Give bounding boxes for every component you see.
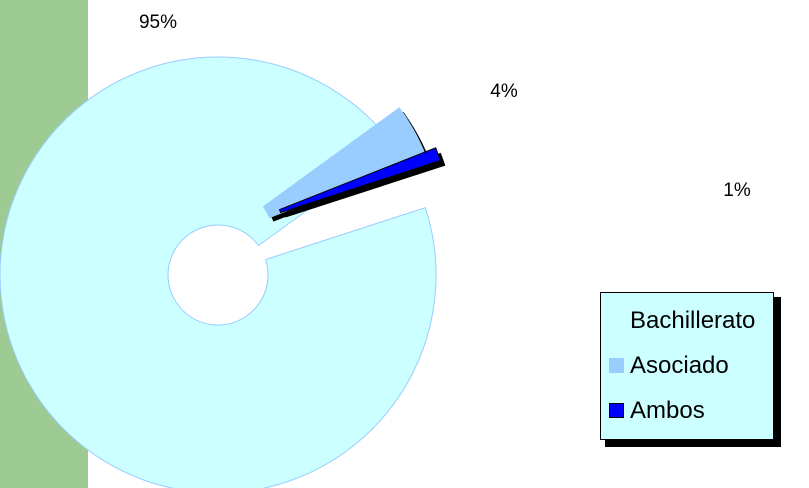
legend-item-ambos: Ambos bbox=[609, 397, 773, 425]
slices-layer bbox=[0, 56, 446, 488]
labels-layer: 95% 4% 1% bbox=[139, 12, 751, 201]
legend-swatch-ambos bbox=[609, 403, 624, 419]
slice-ambos bbox=[278, 147, 441, 214]
legend: Bachillerato Asociado Ambos bbox=[600, 292, 774, 440]
legend-item-bachillerato: Bachillerato bbox=[609, 307, 773, 335]
slice-bachillerato bbox=[0, 56, 437, 488]
legend-swatch-bachillerato bbox=[609, 313, 624, 329]
legend-label-ambos: Ambos bbox=[630, 396, 705, 424]
data-label-ambos: 1% bbox=[723, 180, 751, 201]
legend-item-asociado: Asociado bbox=[609, 352, 773, 380]
data-label-bachillerato: 95% bbox=[139, 12, 177, 33]
legend-swatch-asociado bbox=[609, 358, 624, 374]
data-label-asociado: 4% bbox=[490, 81, 518, 102]
legend-label-bachillerato: Bachillerato bbox=[630, 307, 756, 335]
legend-label-asociado: Asociado bbox=[630, 351, 729, 379]
